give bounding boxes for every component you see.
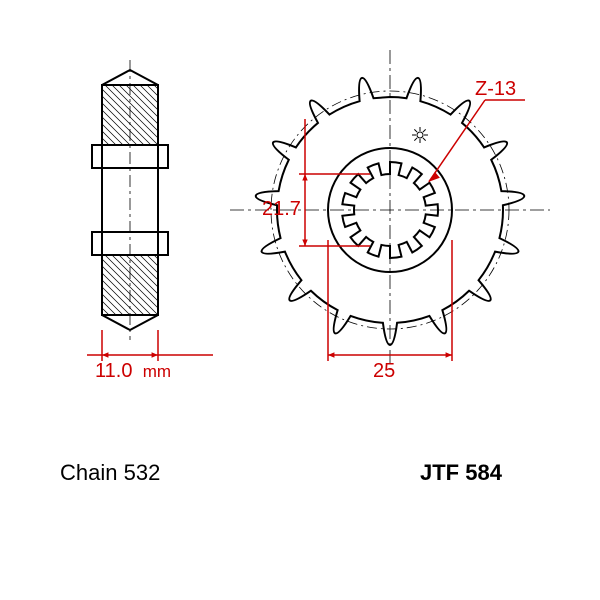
part-number-label: JTF 584	[420, 460, 502, 486]
width-dim-text: 11.0	[95, 360, 132, 382]
width-dim-value: 11.0 mm	[95, 360, 171, 383]
spline-count-label: Z-13	[475, 78, 516, 101]
inner-dia-dim-value: 21.7	[262, 198, 301, 221]
hub-dim-value: 25	[373, 360, 395, 383]
width-dim-unit: mm	[138, 362, 171, 381]
chain-label: Chain 532	[60, 460, 160, 486]
